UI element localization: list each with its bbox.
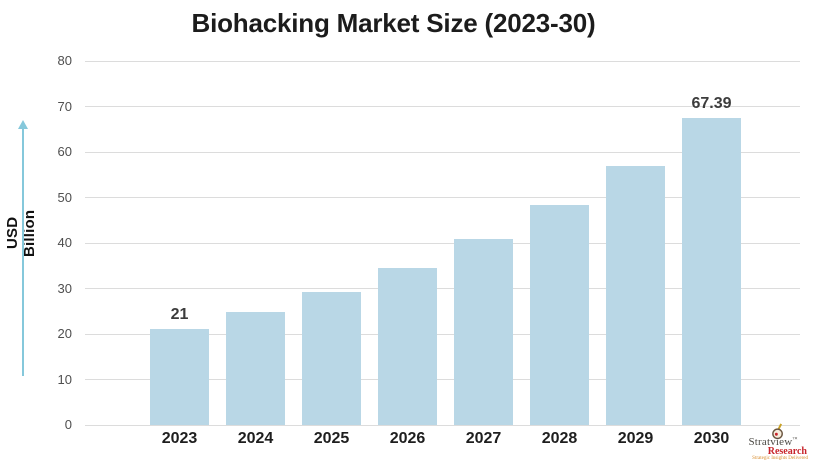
trademark-symbol: ™ <box>792 437 798 443</box>
y-axis-arrow-line <box>22 128 24 376</box>
x-tick-label-2025: 2025 <box>313 430 350 447</box>
gridline <box>85 197 800 198</box>
bar-2025 <box>302 291 361 425</box>
y-tick-label: 0 <box>64 417 72 432</box>
gridline <box>85 333 800 335</box>
x-tick-label-2030: 2030 <box>693 430 730 447</box>
plot-area: 21 67.39 <box>85 60 800 426</box>
gridline <box>85 288 800 289</box>
brand-logo: Stratview™ Research Strategic Insights D… <box>737 423 809 461</box>
gridline <box>85 151 800 153</box>
y-tick-label: 20 <box>57 326 72 341</box>
y-tick-label: 10 <box>57 371 72 387</box>
x-tick-label-2024: 2024 <box>237 430 274 447</box>
gridline <box>85 424 800 426</box>
bar-2026 <box>378 267 437 425</box>
y-tick-label: 50 <box>57 189 72 205</box>
x-tick-label-2027: 2027 <box>465 430 502 447</box>
brand-tagline: Strategic Insights Delivered <box>752 456 808 461</box>
bar-2027 <box>454 238 513 425</box>
x-tick-label-2026: 2026 <box>389 430 426 447</box>
y-axis-unit-label: USD Billion <box>4 209 38 257</box>
y-tick-label: 60 <box>57 144 72 159</box>
bar-2029 <box>606 165 665 425</box>
gridline <box>85 106 800 107</box>
y-tick-label: 30 <box>57 280 72 296</box>
y-tick-label: 70 <box>57 98 72 114</box>
y-tick-label: 40 <box>57 235 72 250</box>
bar-2028 <box>530 205 589 425</box>
x-axis-labels: 2023 2024 2025 2026 2027 2028 2029 2030 <box>85 430 800 452</box>
y-tick-label: 80 <box>57 53 72 68</box>
bar-2030 <box>682 118 741 425</box>
brand-name: Stratview™ <box>748 436 798 448</box>
gridline <box>85 60 800 62</box>
x-tick-label-2023: 2023 <box>161 430 198 447</box>
brand-division: Research <box>767 446 807 457</box>
y-axis-arrow-head-icon <box>18 120 28 129</box>
magnifier-icon <box>772 423 783 440</box>
data-label-2030: 67.39 <box>691 95 732 113</box>
bar-2023 <box>150 329 209 425</box>
gridline <box>85 242 800 244</box>
x-tick-label-2029: 2029 <box>617 430 654 447</box>
data-label-2023: 21 <box>170 306 189 324</box>
bar-2024 <box>226 312 285 425</box>
chart-title: Biohacking Market Size (2023-30) <box>191 8 596 38</box>
gridline <box>85 379 800 380</box>
x-tick-label-2028: 2028 <box>541 430 578 447</box>
